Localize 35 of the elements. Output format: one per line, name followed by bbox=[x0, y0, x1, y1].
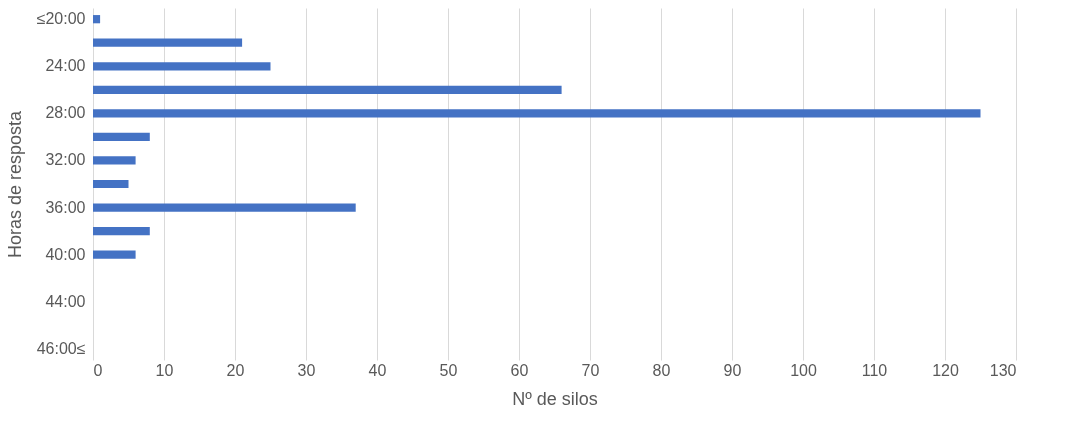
y-tick-label: 40:00 bbox=[45, 245, 86, 263]
bar bbox=[93, 85, 562, 94]
x-tick-label: 40 bbox=[368, 361, 387, 379]
bar bbox=[93, 38, 243, 47]
y-axis-title: Horas de resposta bbox=[4, 109, 25, 259]
x-tick-label: 90 bbox=[723, 361, 742, 379]
x-tick-label: 50 bbox=[439, 361, 458, 379]
bar bbox=[93, 15, 101, 24]
bar bbox=[93, 132, 150, 142]
y-tick-label: 36:00 bbox=[45, 198, 86, 216]
y-tick-label: 24:00 bbox=[45, 57, 86, 75]
bar bbox=[93, 250, 136, 259]
bar bbox=[93, 179, 129, 189]
x-tick-label: 60 bbox=[510, 361, 529, 379]
x-tick-label: 70 bbox=[581, 361, 600, 379]
y-tick-label: ≤20:00 bbox=[36, 10, 86, 28]
y-tick-label: 44:00 bbox=[45, 292, 86, 310]
y-tick-label: 28:00 bbox=[45, 104, 86, 122]
x-tick-label: 100 bbox=[790, 361, 817, 379]
x-tick-label: 120 bbox=[932, 361, 959, 379]
x-tick-label: 20 bbox=[226, 361, 245, 379]
y-tick-label: 46:00≤ bbox=[36, 339, 86, 357]
bar bbox=[93, 203, 356, 212]
x-tick-label: 80 bbox=[652, 361, 671, 379]
bar bbox=[93, 109, 981, 118]
x-tick-label: 130 bbox=[989, 361, 1017, 379]
x-tick-label: 0 bbox=[93, 361, 103, 379]
bar bbox=[93, 226, 150, 236]
x-axis-title: Nº de silos bbox=[512, 388, 598, 409]
x-tick-label: 10 bbox=[155, 361, 174, 379]
bar bbox=[93, 156, 136, 165]
x-tick-label: 110 bbox=[861, 361, 888, 379]
y-tick-label: 32:00 bbox=[45, 151, 86, 169]
bar bbox=[93, 62, 271, 71]
x-tick-label: 30 bbox=[297, 361, 316, 379]
